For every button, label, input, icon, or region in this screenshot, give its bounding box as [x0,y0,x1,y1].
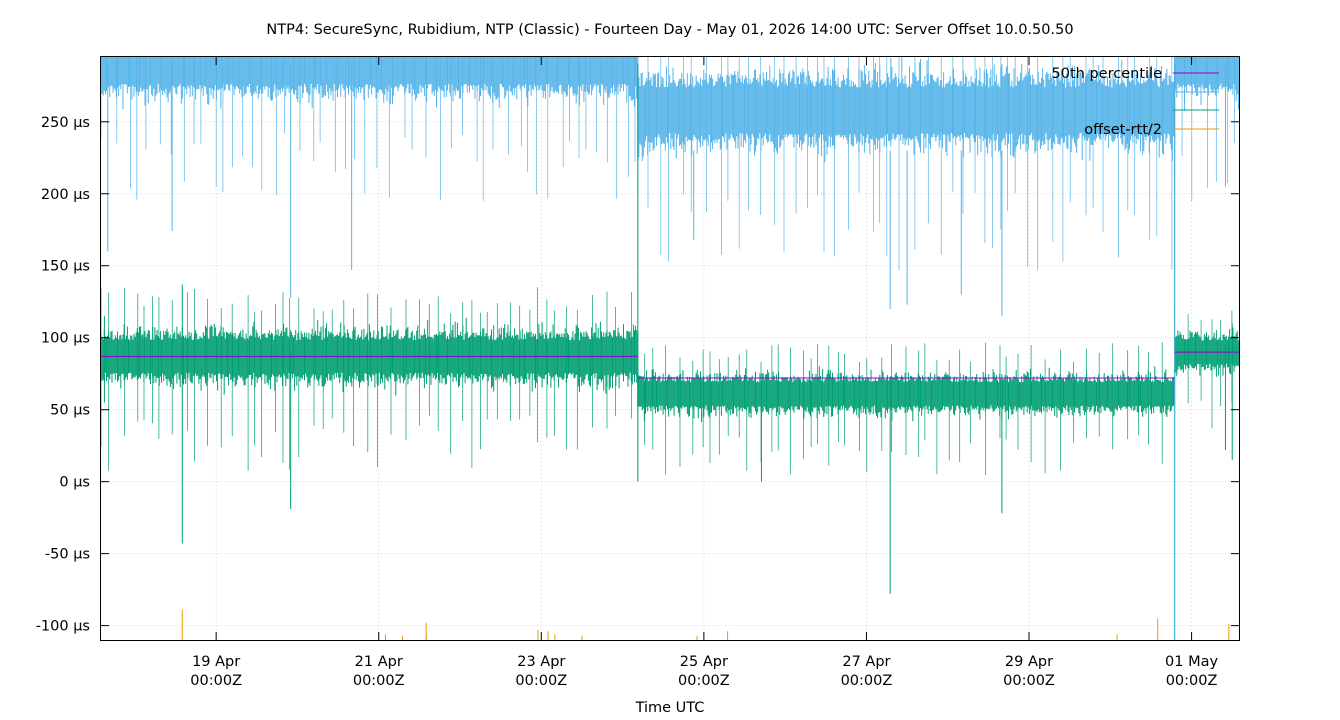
series-1-band [100,57,1239,271]
y-tick-label: 150 µs [41,259,90,275]
x-tick-label-date: 19 Apr [192,654,240,670]
x-tick-label-date: 21 Apr [355,654,403,670]
y-tick-label: 200 µs [41,187,90,203]
series-1-segment [100,57,639,109]
y-tick-label: 0 µs [59,475,90,491]
legend-label: 50th percentile [1052,66,1163,82]
legend: 50th percentile offset-rtt/2 [1052,66,1219,138]
y-tick-label: 250 µs [41,115,90,131]
x-axis: 19 Apr 00:00Z 21 Apr 00:00Z 23 Apr 00:00Z 25 A… [190,57,1219,689]
x-axis-label: Time UTC [635,700,705,716]
series-layer [100,57,1239,640]
x-tick-label-date: 25 Apr [680,654,728,670]
grid-lines [101,57,1239,640]
x-tick-label-time: 00:00Z [353,673,405,689]
y-tick-label: 100 µs [41,331,90,347]
series-1-segment [1174,57,1239,111]
x-tick-label-time: 00:00Z [1003,673,1055,689]
x-tick-label-date: 23 Apr [517,654,565,670]
y-axis: 250 µs 200 µs 150 µs 100 µs 50 µs 0 µs -50 µs -… [36,115,1239,635]
x-tick-label-date: 29 Apr [1005,654,1053,670]
chart-title: NTP4: SecureSync, Rubidium, NTP (Classic… [266,22,1073,38]
x-tick-label-time: 00:00Z [515,673,567,689]
y-tick-label: 50 µs [50,403,90,419]
legend-label: offset-rtt/2 [1084,122,1162,138]
x-tick-label-time: 00:00Z [678,673,730,689]
x-tick-label-time: 00:00Z [841,673,893,689]
x-tick-label-date: 01 May [1165,654,1218,670]
x-tick-label-time: 00:00Z [1166,673,1218,689]
x-tick-label-time: 00:00Z [190,673,242,689]
series-2-band [100,287,1239,475]
x-tick-label-date: 27 Apr [842,654,890,670]
plot-frame [100,56,1240,641]
series-offset-rtt [181,609,1230,640]
series-50th-percentile [101,351,1239,379]
y-tick-label: -100 µs [36,619,90,635]
y-tick-label: -50 µs [45,547,90,563]
